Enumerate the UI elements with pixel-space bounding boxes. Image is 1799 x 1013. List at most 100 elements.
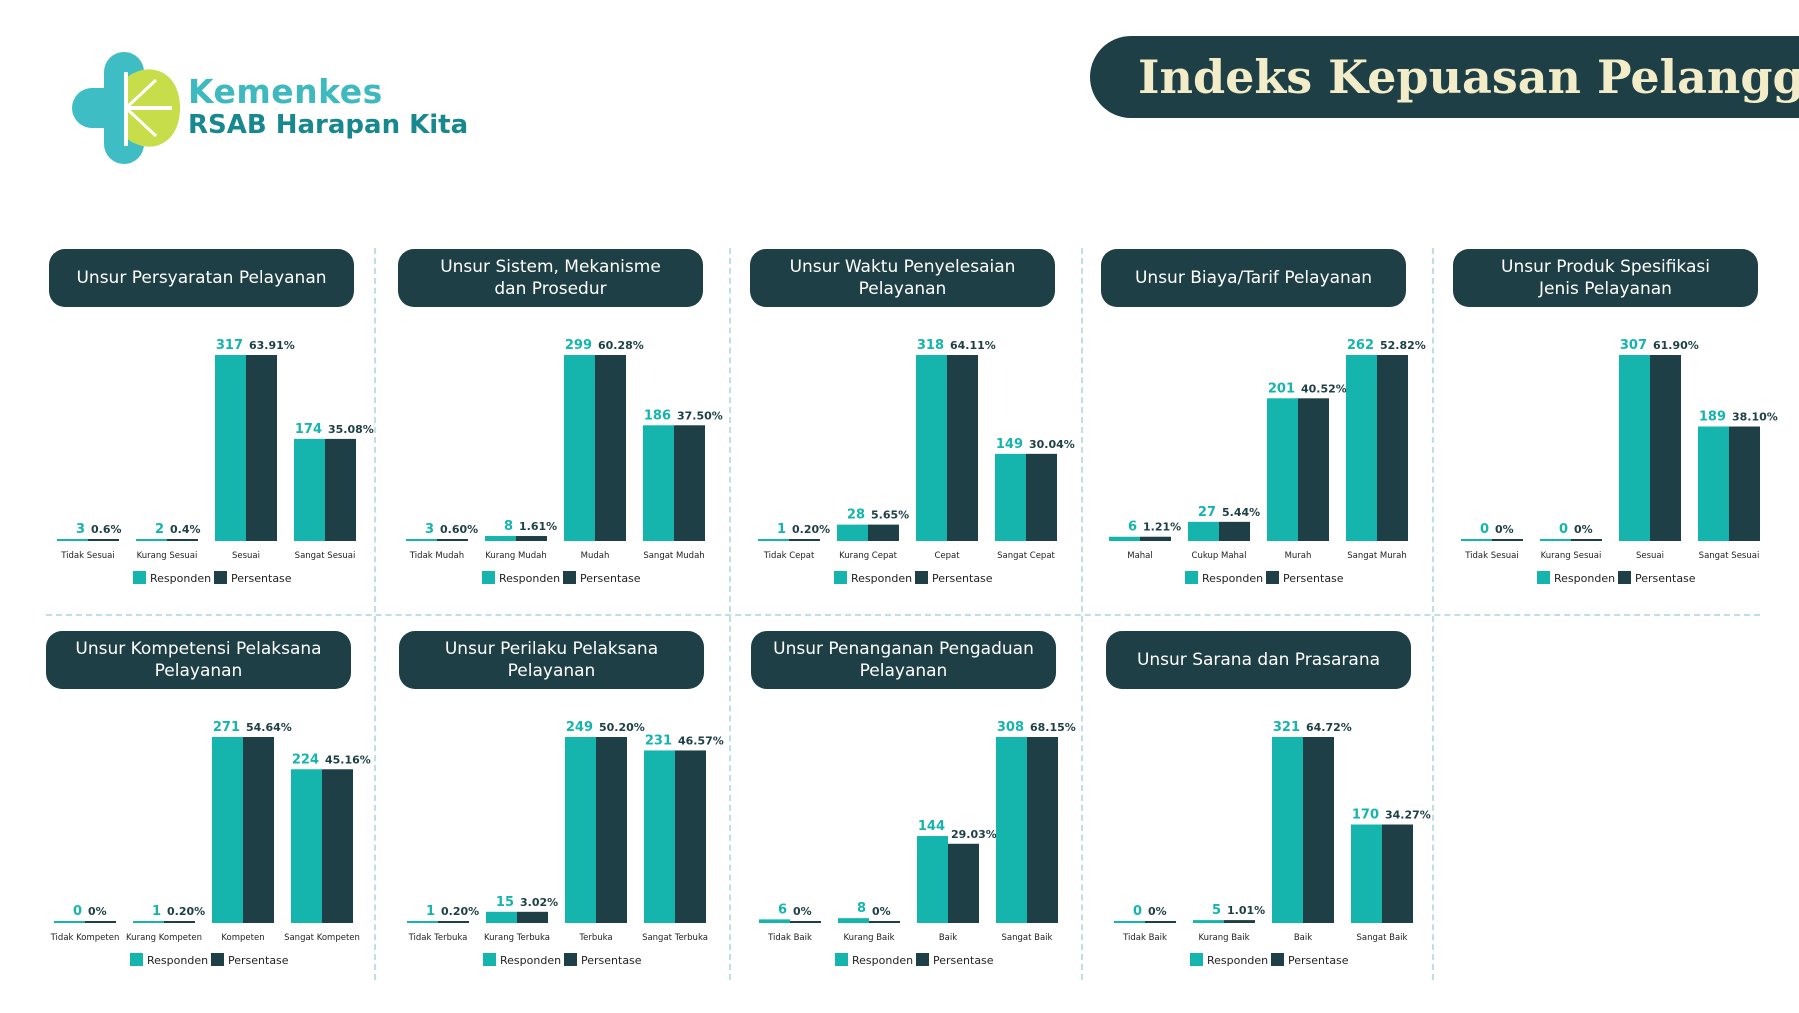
bar-responden — [838, 918, 869, 923]
bar-persentase — [1140, 536, 1171, 541]
data-label-responden: 186 — [644, 408, 671, 423]
data-label-responden: 149 — [996, 437, 1023, 452]
bar-chart: 0 0% Tidak Sesuai 0 0% Kurang Sesuai 307 61.90%… — [1461, 338, 1778, 585]
data-label-persentase: 37.50% — [677, 409, 723, 422]
bar-chart: 1 0.20% Tidak Terbuka 15 3.02% Kurang Terbuka… — [407, 720, 724, 967]
legend-swatch-persentase — [214, 571, 227, 584]
data-label-responden: 174 — [295, 422, 322, 437]
bar-persentase — [1303, 737, 1334, 923]
panel-title: Unsur Penanganan Pengaduan Pelayanan — [751, 631, 1056, 689]
panel-perilaku: Unsur Perilaku Pelaksana Pelayanan 1 0.20… — [399, 631, 749, 1011]
bar-persentase — [1027, 737, 1058, 923]
bar-chart: 3 0.60% Tidak Mudah 8 1.61% Kurang Mudah 299 60… — [406, 338, 723, 585]
bar-persentase — [516, 536, 547, 541]
category-tick-label: Kurang Sesuai — [137, 551, 198, 561]
legend-swatch-responden — [133, 571, 146, 584]
bar-persentase — [1377, 355, 1408, 541]
category-tick-label: Kurang Sesuai — [1541, 551, 1602, 561]
data-label-persentase: 0% — [88, 905, 107, 918]
bar-persentase — [164, 921, 195, 923]
category-tick-label: Sangat Sesuai — [1699, 551, 1760, 561]
category-tick-label: Kompeten — [221, 933, 264, 943]
bar-responden — [294, 438, 325, 541]
legend-label-responden: Responden — [147, 954, 208, 967]
bar-persentase — [868, 524, 899, 541]
legend-swatch-persentase — [563, 571, 576, 584]
category-tick-label: Tidak Baik — [1122, 933, 1167, 943]
panel-penanganan-pengaduan: Unsur Penanganan Pengaduan Pelayanan 6 0%… — [751, 631, 1101, 1011]
legend-swatch-persentase — [915, 571, 928, 584]
bar-persentase — [674, 425, 705, 541]
legend-label-responden: Responden — [1207, 954, 1268, 967]
category-tick-label: Kurang Terbuka — [484, 933, 550, 943]
category-tick-label: Sangat Sesuai — [295, 551, 356, 561]
page-title: Indeks Kepuasan Pelanggan — [1090, 36, 1799, 118]
bar-persentase — [596, 737, 627, 923]
data-label-persentase: 0.20% — [167, 905, 205, 918]
panel-sistem-mekanisme: Unsur Sistem, Mekanisme dan Prosedur 3 0.… — [398, 249, 748, 629]
data-label-responden: 6 — [778, 902, 787, 917]
bar-responden — [215, 355, 246, 541]
panel-title: Unsur Produk Spesifikasi Jenis Pelayanan — [1453, 249, 1758, 307]
bar-responden — [1346, 355, 1377, 541]
data-label-responden: 8 — [857, 901, 866, 916]
data-label-persentase: 52.82% — [1380, 339, 1426, 352]
data-label-responden: 3 — [76, 522, 85, 537]
panel-persyaratan: Unsur Persyaratan Pelayanan 3 0.6% Tidak S… — [49, 249, 399, 629]
legend-label-responden: Responden — [500, 954, 561, 967]
data-label-persentase: 54.64% — [246, 721, 292, 734]
data-label-responden: 224 — [292, 752, 319, 767]
brand-name: Kemenkes — [188, 72, 383, 111]
row-divider — [46, 614, 1760, 616]
bar-responden — [406, 539, 437, 541]
data-label-persentase: 50.20% — [599, 721, 645, 734]
bar-persentase — [947, 355, 978, 541]
data-label-persentase: 3.02% — [520, 896, 558, 909]
category-tick-label: Tidak Sesuai — [1464, 551, 1519, 561]
bar-responden — [1619, 355, 1650, 541]
legend-swatch-persentase — [1266, 571, 1279, 584]
data-label-responden: 1 — [152, 904, 161, 919]
data-label-responden: 5 — [1212, 903, 1221, 918]
bar-chart: 3 0.6% Tidak Sesuai 2 0.4% Kurang Sesuai 317 63… — [57, 338, 374, 585]
bar-persentase — [85, 921, 116, 923]
category-tick-label: Sangat Baik — [1002, 933, 1053, 943]
legend-label-persentase: Persentase — [231, 572, 292, 585]
bar-persentase — [1571, 539, 1602, 541]
data-label-persentase: 38.10% — [1732, 411, 1778, 424]
panel-title: Unsur Sistem, Mekanisme dan Prosedur — [398, 249, 703, 307]
data-label-persentase: 1.01% — [1227, 904, 1265, 917]
bar-persentase — [322, 769, 353, 923]
panel-title: Unsur Persyaratan Pelayanan — [49, 249, 354, 307]
data-label-responden: 8 — [504, 519, 513, 534]
category-tick-label: Mudah — [581, 551, 610, 561]
category-tick-label: Sesuai — [232, 551, 260, 561]
data-label-persentase: 0% — [793, 905, 812, 918]
data-label-responden: 201 — [1268, 381, 1295, 396]
data-label-persentase: 5.65% — [871, 509, 909, 522]
bar-responden — [57, 539, 88, 541]
category-tick-label: Sangat Baik — [1357, 933, 1408, 943]
legend-label-responden: Responden — [851, 572, 912, 585]
data-label-responden: 1 — [426, 904, 435, 919]
data-label-persentase: 64.11% — [950, 339, 996, 352]
panel-biaya-tarif: Unsur Biaya/Tarif Pelayanan 6 1.21% Mahal 2… — [1101, 249, 1451, 629]
category-tick-label: Cepat — [934, 551, 960, 561]
bar-responden — [759, 919, 790, 923]
data-label-responden: 189 — [1699, 409, 1726, 424]
bar-responden — [1114, 921, 1145, 923]
category-tick-label: Sangat Mudah — [643, 551, 704, 561]
data-label-responden: 0 — [1559, 522, 1568, 537]
data-label-persentase: 0.20% — [441, 905, 479, 918]
data-label-persentase: 0.6% — [91, 523, 122, 536]
data-label-persentase: 35.08% — [328, 423, 374, 436]
bar-persentase — [325, 438, 356, 541]
panel-waktu-penyelesaian: Unsur Waktu Penyelesaian Pelayanan 1 0.20… — [750, 249, 1100, 629]
bar-responden — [1698, 426, 1729, 541]
category-tick-label: Tidak Terbuka — [408, 933, 468, 943]
bar-responden — [1267, 398, 1298, 541]
data-label-persentase: 61.90% — [1653, 339, 1699, 352]
bar-responden — [916, 355, 947, 541]
data-label-persentase: 64.72% — [1306, 721, 1352, 734]
bar-responden — [837, 524, 868, 541]
